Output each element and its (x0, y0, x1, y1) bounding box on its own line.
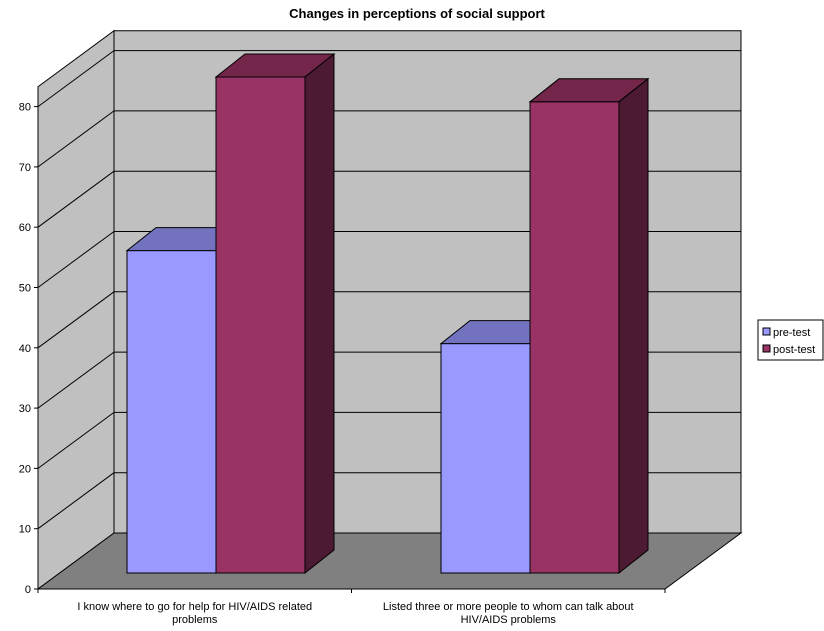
gridline-side (37, 291, 115, 349)
bar-side-post-test-0 (304, 52, 335, 575)
y-tick-label: 50 (19, 283, 31, 295)
gridline-side (37, 170, 115, 228)
gridline-side (37, 351, 115, 409)
legend-box (757, 319, 824, 361)
bars (125, 52, 650, 575)
legend-swatch-post-test (762, 344, 771, 353)
legend-swatch-pre-test (762, 327, 771, 336)
axes: 0 10 20 30 40 50 60 70 80 I know where to go for … (19, 86, 666, 626)
y-tick-label: 20 (19, 463, 31, 475)
gridline-side (37, 231, 115, 288)
y-tick-label: 60 (19, 222, 31, 234)
chart-title: Changes in perceptions of social support (289, 6, 545, 21)
bar-front-pre-test-1 (440, 343, 531, 574)
y-tick-label: 70 (19, 162, 31, 174)
bar-front-post-test-1 (529, 101, 620, 574)
gridline-side (37, 411, 115, 469)
y-tick-label: 40 (19, 343, 31, 355)
legend-label-pre-test: pre-test (773, 327, 810, 339)
y-tick-label: 30 (19, 403, 31, 415)
gridline-side (37, 50, 115, 108)
legend-label-post-test: post-test (773, 344, 815, 356)
bar-side-post-test-1 (618, 77, 649, 575)
side-wall (37, 29, 115, 590)
category-label: HIV/AIDS problems (461, 614, 557, 626)
y-tick-label: 0 (25, 584, 31, 596)
legend: pre-test post-test (757, 319, 824, 361)
category-label: Listed three or more people to whom can … (383, 601, 634, 613)
y-tick-label: 10 (19, 524, 31, 536)
gridline-side (37, 472, 115, 530)
category-label: I know where to go for help for HIV/AIDS… (77, 601, 312, 613)
bar-front-pre-test-0 (126, 250, 217, 574)
bar-front-post-test-0 (215, 76, 306, 574)
y-tick-label: 80 (19, 102, 31, 114)
category-label: problems (172, 614, 218, 626)
gridline-side (37, 110, 115, 168)
